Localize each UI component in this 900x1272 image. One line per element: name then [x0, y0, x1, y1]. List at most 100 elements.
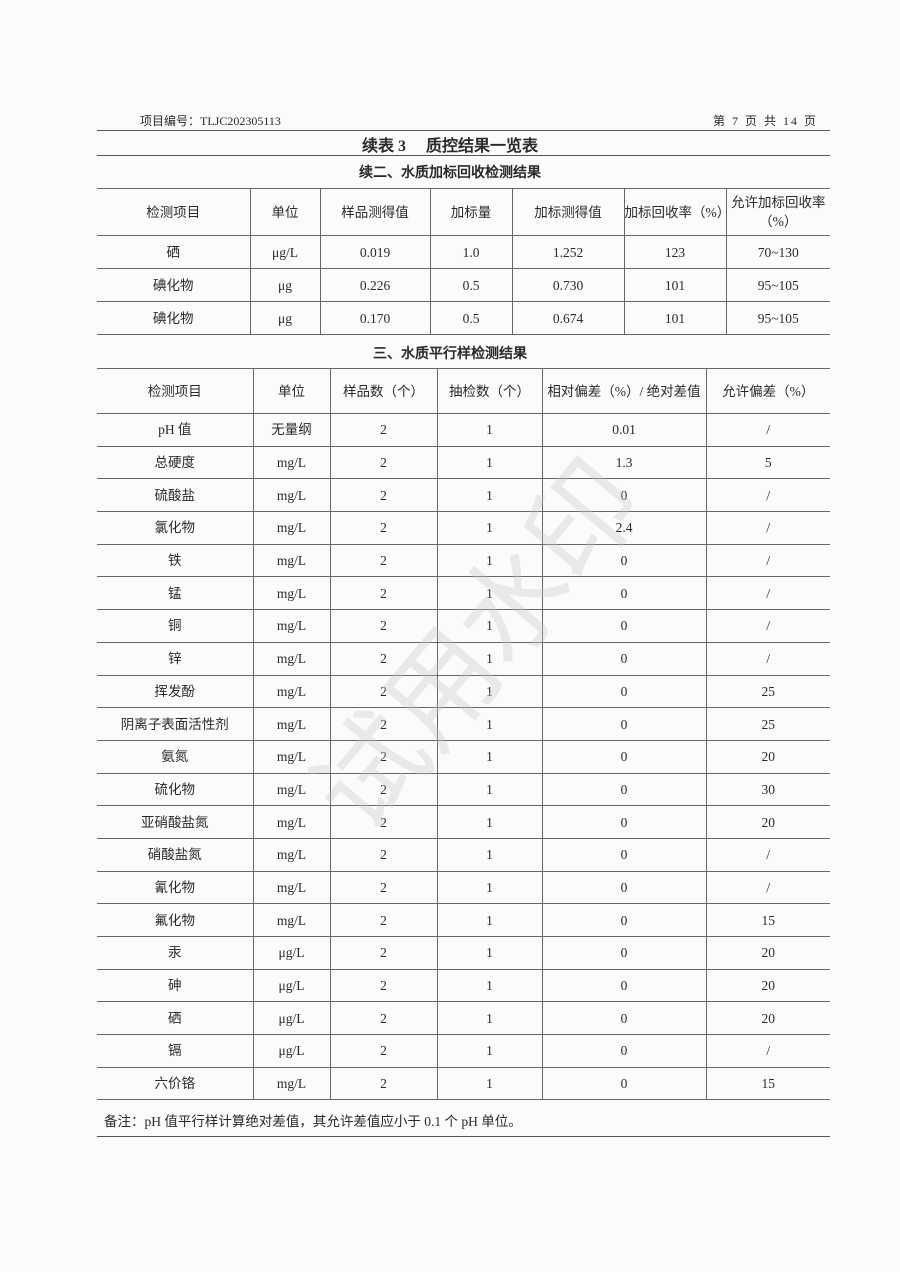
table-cell: /	[705, 543, 830, 578]
table-cell: 0	[541, 707, 707, 741]
table-cell: 30	[705, 772, 830, 807]
table-cell: 25	[705, 674, 830, 709]
table-cell: mg/L	[252, 805, 331, 839]
table-cell: 1	[436, 478, 543, 513]
table-cell: 1	[436, 968, 543, 1003]
table-cell: 0	[541, 739, 707, 774]
table-row: 氯化物 mg/L 2 1 2.4/	[97, 511, 830, 545]
table-cell: mg/L	[252, 772, 331, 807]
table-row: 铜 mg/L 2 1 0/	[97, 609, 830, 643]
table-cell: 0	[541, 478, 707, 513]
table-cell: 1	[436, 413, 543, 447]
table-cell: 硒	[97, 235, 251, 269]
table-cell: 2	[329, 1001, 438, 1036]
spike-subtitle: 续二、水质加标回收检测结果	[359, 166, 541, 181]
table-cell: 挥发酚	[97, 674, 254, 709]
table-row: 硝酸盐氮 mg/L 2 1 0/	[97, 837, 830, 872]
table-cell: mg/L	[252, 511, 331, 545]
table-cell: 2	[329, 413, 438, 447]
table-row: 碘化物 μg 0.226 0.5 0.730 101 95~105	[97, 268, 830, 302]
table-cell: 锰	[97, 576, 254, 611]
column-header: 允许偏差（%）	[705, 368, 830, 414]
table-cell: 1	[436, 903, 543, 937]
table-cell: 0	[541, 903, 707, 937]
parallel-sample-table: 检测项目 单位 样品数（个） 抽检数（个） 相对偏差（%）/ 绝对差值 允许偏差（%） pH…	[97, 368, 830, 1101]
table-cell: 20	[705, 805, 830, 839]
table-row: 六价铬 mg/L 2 1 0 15	[97, 1066, 830, 1101]
table-cell: 2	[329, 1034, 438, 1068]
table-cell: 1	[436, 543, 543, 578]
table-cell: mg/L	[252, 609, 331, 643]
table-cell: 2	[329, 511, 438, 545]
table-cell: 0	[541, 1034, 707, 1068]
table-cell: 101	[623, 268, 727, 302]
table-cell: 123	[623, 235, 727, 269]
column-header: 允许加标回收率（%）	[725, 188, 830, 236]
table-cell: 碘化物	[97, 268, 251, 302]
table-cell: 0.5	[429, 268, 513, 302]
table-cell: 氯化物	[97, 511, 254, 545]
table-row: 氰化物 mg/L 2 1 0/	[97, 870, 830, 905]
table-cell: 砷	[97, 968, 254, 1003]
table-cell: 20	[705, 968, 830, 1003]
table-cell: 0.730	[511, 268, 625, 302]
table-cell: 20	[705, 936, 830, 970]
table-cell: 101	[623, 301, 727, 335]
table-cell: /	[705, 413, 830, 447]
table-cell: 0	[541, 772, 707, 807]
table-cell: mg/L	[252, 707, 331, 741]
table-row: 硫化物 mg/L 2 1 0 30	[97, 772, 830, 807]
table-cell: 0	[541, 837, 707, 872]
table-cell: /	[705, 478, 830, 513]
table-cell: 铜	[97, 609, 254, 643]
table-row: pH 值无量纲 2 1 0.01/	[97, 413, 830, 447]
table-cell: 2	[329, 445, 438, 480]
table-row: 锰 mg/L 2 1 0/	[97, 576, 830, 611]
table-cell: 总硬度	[97, 445, 254, 480]
table-cell: mg/L	[252, 641, 331, 676]
table-cell: 2.4	[541, 511, 707, 545]
table-cell: 15	[705, 1066, 830, 1101]
table-cell: 1.252	[511, 235, 625, 269]
table-cell: /	[705, 511, 830, 545]
table-cell: 2	[329, 609, 438, 643]
table-cell: 15	[705, 903, 830, 937]
table-cell: μg/L	[249, 235, 321, 269]
table-cell: 0	[541, 543, 707, 578]
table-cell: 0.019	[319, 235, 431, 269]
table-row: 锌 mg/L 2 1 0/	[97, 641, 830, 676]
page-number: 第 7 页 共 14 页	[712, 114, 818, 128]
header-row: 检测项目 单位 样品测得值 加标量 加标测得值 加标回收率（%） 允许加标回收率（%）	[97, 188, 830, 236]
column-header: 样品测得值	[319, 188, 431, 236]
table-cell: 1	[436, 1001, 543, 1036]
table-cell: 1	[436, 1034, 543, 1068]
table-cell: 碘化物	[97, 301, 251, 335]
table-cell: 5	[705, 445, 830, 480]
table-cell: 锌	[97, 641, 254, 676]
table-cell: /	[705, 641, 830, 676]
table-row: 氟化物 mg/L 2 1 0 15	[97, 903, 830, 937]
table-cell: 硫化物	[97, 772, 254, 807]
table-row: 镉 μg/L 2 1 0/	[97, 1034, 830, 1068]
table-cell: μg/L	[252, 1034, 331, 1068]
table-cell: 1	[436, 936, 543, 970]
column-header: 检测项目	[97, 368, 254, 414]
table-row: 砷 μg/L 2 1 0 20	[97, 968, 830, 1003]
title-rule	[97, 155, 830, 156]
table-cell: 2	[329, 739, 438, 774]
table-cell: 硒	[97, 1001, 254, 1036]
table-cell: 2	[329, 837, 438, 872]
table-cell: mg/L	[252, 543, 331, 578]
column-header: 单位	[252, 368, 331, 414]
table-cell: 1	[436, 707, 543, 741]
table-cell: 0.170	[319, 301, 431, 335]
table-cell: 镉	[97, 1034, 254, 1068]
table-cell: 2	[329, 1066, 438, 1101]
table-cell: 1	[436, 674, 543, 709]
table-cell: 2	[329, 870, 438, 905]
table-cell: mg/L	[252, 478, 331, 513]
parallel-subtitle: 三、水质平行样检测结果	[373, 347, 527, 362]
table-cell: mg/L	[252, 837, 331, 872]
table-row: 汞 μg/L 2 1 0 20	[97, 936, 830, 970]
table-cell: 0	[541, 1001, 707, 1036]
